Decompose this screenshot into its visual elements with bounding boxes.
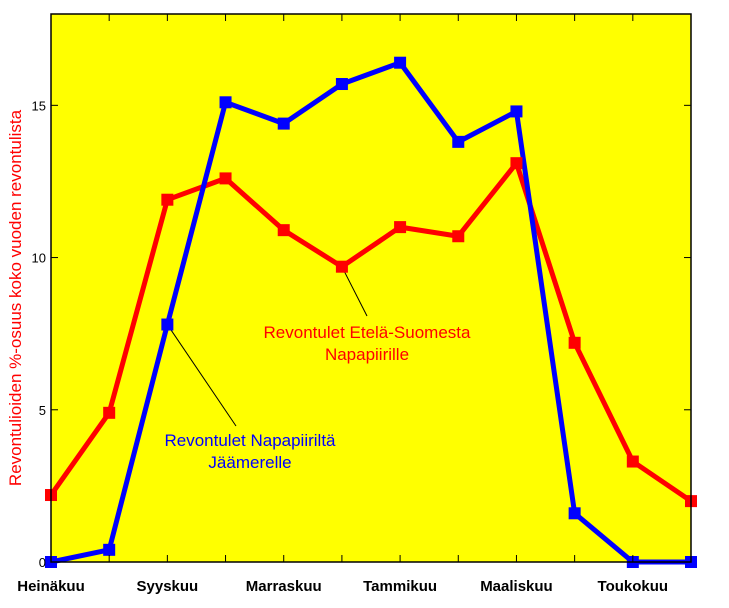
plot-area (51, 14, 691, 562)
data-point-s0-9 (568, 336, 581, 349)
x-axis-ticks: Heinäkuu Syyskuu Marraskuu Tammikuu Maalisku… (17, 14, 692, 595)
data-point-s0-5 (335, 260, 348, 273)
y-tick-label: 0 (39, 555, 46, 570)
data-point-s1-8 (510, 105, 523, 118)
y-tick-label: 10 (32, 251, 46, 266)
x-tick-label: Heinäkuu (17, 578, 85, 595)
annotation-leader-1 (166, 324, 237, 427)
data-point-s1-2 (161, 318, 174, 331)
data-point-s1-4 (277, 117, 290, 130)
x-tick-label: Tammikuu (363, 578, 437, 595)
plot-frame (50, 13, 692, 563)
series-line-1 (50, 60, 691, 565)
data-point-s0-6 (394, 221, 407, 234)
y-axis-label: Revontulioiden %-osuus koko vuoden revon… (6, 109, 25, 486)
data-point-s0-8 (510, 157, 523, 170)
y-axis-ticks: 0 5 10 15 (32, 98, 691, 570)
series-markers (45, 56, 697, 568)
annotation-leader-0 (341, 266, 368, 317)
annotation-text-0: Napapiirille (325, 345, 409, 364)
data-point-s1-5 (335, 78, 348, 91)
data-point-s1-7 (452, 135, 465, 148)
x-tick-label: Maaliskuu (480, 578, 553, 595)
annotation-text-1: Jäämerelle (208, 453, 291, 472)
x-tick-label: Syyskuu (137, 578, 199, 595)
series-lines (48, 60, 693, 565)
annotation-leader-lines (166, 266, 368, 427)
data-point-s1-9 (568, 507, 581, 520)
data-point-s1-6 (394, 56, 407, 69)
y-tick-label: 15 (32, 98, 46, 113)
y-tick-label: 5 (39, 403, 46, 418)
data-point-s0-7 (452, 230, 465, 243)
data-point-s0-10 (626, 455, 639, 468)
x-tick-label: Toukokuu (598, 578, 669, 595)
data-point-s0-1 (103, 406, 116, 419)
x-tick-label: Marraskuu (246, 578, 322, 595)
annotation-text-1: Revontulet Napapiiriltä (164, 431, 336, 450)
data-point-s1-1 (103, 543, 116, 556)
data-point-s0-3 (219, 172, 232, 185)
data-point-s0-2 (161, 193, 174, 206)
data-point-s1-3 (219, 96, 232, 109)
annotations: Revontulet Etelä-Suomesta Napapiirille Rev… (164, 323, 471, 472)
series-line-0 (48, 160, 693, 504)
annotation-text-0: Revontulet Etelä-Suomesta (264, 323, 471, 342)
data-point-s0-4 (277, 224, 290, 237)
